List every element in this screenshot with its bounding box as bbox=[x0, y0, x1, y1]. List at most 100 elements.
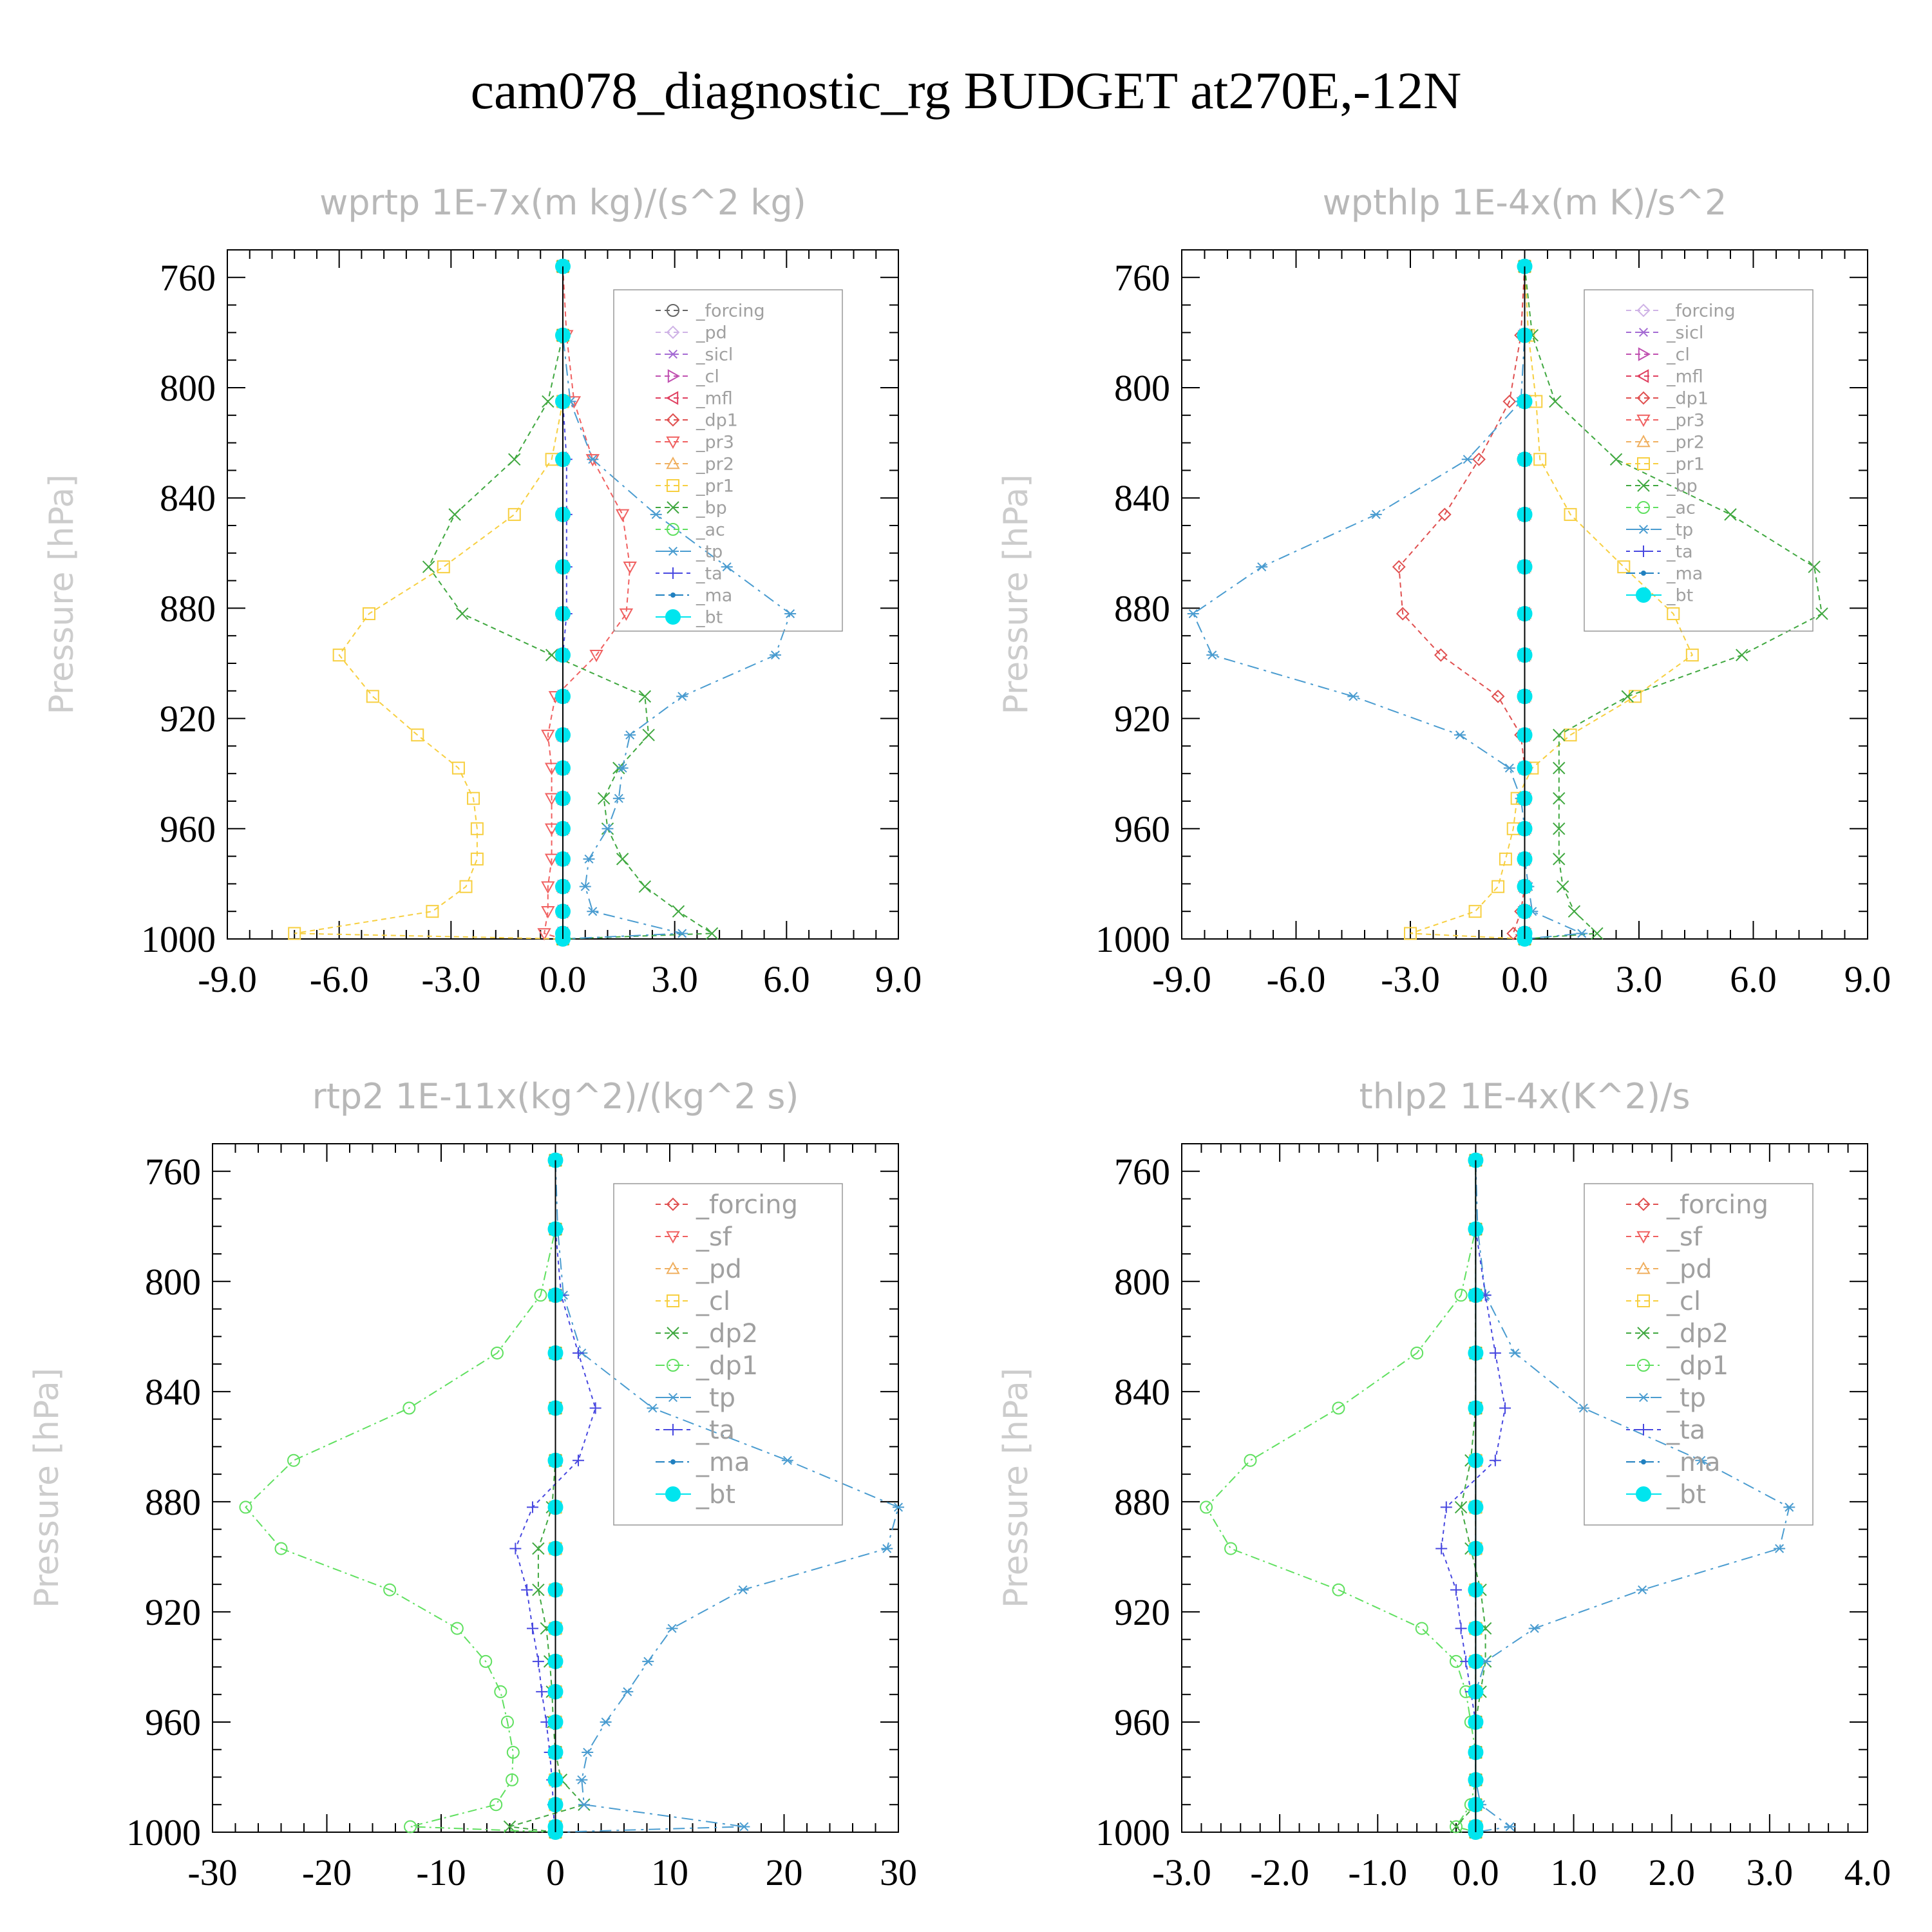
y-tick-label: 800 bbox=[160, 367, 216, 409]
data-point bbox=[1415, 1622, 1428, 1635]
data-point bbox=[1206, 650, 1218, 660]
data-point bbox=[612, 793, 625, 803]
legend-label: _mfl bbox=[1666, 366, 1703, 386]
data-point bbox=[541, 730, 555, 743]
y-tick-label: 1000 bbox=[141, 918, 216, 960]
panel-3: rtp2 1E-11x(kg^2)/(kg^2 s) Pressure [hPa]… bbox=[28, 1076, 917, 1893]
panel-1: wprtp 1E-7x(m kg)/(s^2 kg) Pressure [hPa]… bbox=[43, 182, 922, 1000]
legend-item: _mfl bbox=[1626, 366, 1703, 386]
y-tick-label: 920 bbox=[160, 698, 216, 740]
data-point bbox=[1502, 394, 1517, 408]
legend-marker bbox=[667, 1424, 679, 1435]
x-tick-label: -6.0 bbox=[310, 958, 369, 1000]
data-point bbox=[1461, 455, 1473, 464]
legend-item: _sf bbox=[656, 1222, 732, 1252]
legend-item: _dp1 bbox=[1626, 1351, 1728, 1381]
legend-label: _dp1 bbox=[1666, 1351, 1728, 1381]
legend-marker bbox=[1637, 501, 1650, 514]
y-tick-label: 880 bbox=[145, 1481, 201, 1523]
series-ta bbox=[1435, 1154, 1511, 1838]
data-point bbox=[506, 1745, 520, 1759]
y-tick-label: 760 bbox=[1114, 1151, 1170, 1193]
legend-marker bbox=[1636, 587, 1651, 603]
data-point bbox=[589, 649, 603, 663]
series-line bbox=[543, 266, 631, 940]
data-point bbox=[490, 1346, 504, 1359]
data-point bbox=[619, 608, 634, 621]
legend-label: _bt bbox=[696, 607, 723, 627]
data-point bbox=[1187, 609, 1199, 618]
series-dp1 bbox=[239, 1153, 562, 1839]
legend-marker bbox=[667, 501, 679, 514]
legend-marker bbox=[666, 413, 680, 427]
series-line bbox=[1524, 266, 1823, 940]
legend-label: _pr1 bbox=[696, 476, 734, 496]
series-tp bbox=[1470, 1155, 1795, 1837]
legend-marker bbox=[1638, 327, 1649, 337]
data-point bbox=[509, 1542, 522, 1555]
legend-marker bbox=[667, 304, 679, 317]
panel-4: thlp2 1E-4x(K^2)/s Pressure [hPa] 760 800 84… bbox=[997, 1076, 1891, 1893]
y-tick-label: 800 bbox=[145, 1261, 201, 1303]
legend-label: _forcing bbox=[1666, 301, 1736, 321]
legend-item: _tp bbox=[656, 542, 723, 562]
legend-marker bbox=[1638, 524, 1649, 535]
data-point bbox=[470, 852, 484, 866]
legend-label: _pd bbox=[696, 323, 727, 343]
figure-title: cam078_diagnostic_rg BUDGET at270E,-12N bbox=[471, 61, 1462, 120]
legend-marker bbox=[667, 546, 679, 556]
data-point bbox=[1564, 728, 1577, 742]
data-point bbox=[537, 928, 551, 941]
data-point bbox=[1621, 690, 1634, 703]
legend-item: _tp bbox=[656, 1383, 735, 1413]
data-point bbox=[383, 1583, 397, 1596]
legend-marker bbox=[1636, 1231, 1651, 1244]
x-tick-label: 9.0 bbox=[875, 958, 922, 1000]
legend-label: _dp2 bbox=[696, 1319, 758, 1349]
data-point bbox=[1506, 927, 1520, 940]
data-point bbox=[536, 1685, 548, 1698]
data-point bbox=[1489, 1454, 1501, 1466]
legend-label: _cl bbox=[1666, 1287, 1701, 1316]
legend-item: _mfl bbox=[656, 388, 733, 408]
data-point bbox=[1553, 792, 1566, 805]
legend-item: _ac bbox=[656, 520, 725, 540]
legend-item: _tp bbox=[1626, 1383, 1706, 1413]
data-point bbox=[508, 453, 521, 466]
x-tick-label: 6.0 bbox=[1730, 958, 1777, 1000]
data-point bbox=[1347, 692, 1359, 701]
data-point bbox=[615, 509, 630, 522]
legend-marker bbox=[1636, 391, 1651, 405]
data-point bbox=[1224, 1542, 1238, 1555]
series-line bbox=[1475, 1160, 1790, 1833]
legend-label: _ma bbox=[1666, 1448, 1720, 1477]
legend-item: _ac bbox=[1626, 498, 1696, 518]
series-line bbox=[1205, 1160, 1477, 1833]
data-point bbox=[479, 1654, 493, 1668]
data-point bbox=[494, 1685, 507, 1698]
series-line bbox=[1192, 266, 1585, 940]
legend-label: _tp bbox=[696, 1383, 735, 1413]
data-point bbox=[1591, 927, 1604, 940]
x-tick-label: -1.0 bbox=[1348, 1852, 1407, 1893]
data-point bbox=[1567, 905, 1581, 918]
legend-marker bbox=[1637, 1327, 1650, 1340]
data-point bbox=[287, 1454, 301, 1467]
legend-marker bbox=[1638, 545, 1649, 557]
x-tick-label: -3.0 bbox=[1152, 1852, 1211, 1893]
data-point bbox=[544, 762, 559, 775]
y-tick-label: 960 bbox=[1114, 808, 1170, 850]
legend-marker bbox=[1637, 457, 1650, 470]
data-point bbox=[624, 730, 636, 740]
legend-label: _mfl bbox=[696, 388, 733, 408]
legend-marker bbox=[667, 1327, 679, 1340]
legend-label: _pr3 bbox=[696, 432, 734, 452]
legend-item: _ma bbox=[1626, 564, 1703, 583]
data-point bbox=[527, 1622, 538, 1634]
data-point bbox=[1370, 509, 1382, 519]
data-point bbox=[437, 560, 450, 574]
x-tick-label: 6.0 bbox=[763, 958, 810, 1000]
data-point bbox=[1200, 1501, 1213, 1514]
legend-label: _sicl bbox=[1666, 323, 1703, 343]
data-point bbox=[737, 1585, 749, 1595]
